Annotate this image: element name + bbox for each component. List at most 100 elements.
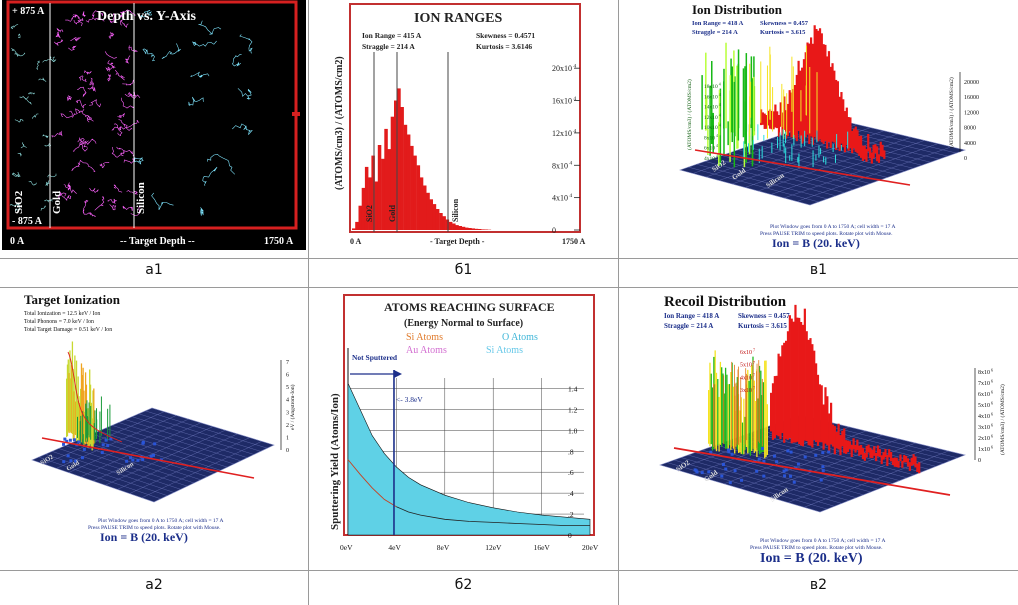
histogram-bars (352, 88, 492, 231)
trajectory (78, 75, 87, 82)
ionization-spike (153, 442, 157, 446)
chart-title: Depth vs. Y-Axis (97, 9, 196, 24)
chart-title: Ion Distribution (692, 2, 783, 17)
ion-spike (815, 28, 818, 140)
trajectory (79, 137, 89, 146)
recoil-spike (789, 474, 793, 478)
trajectory (67, 95, 72, 102)
panel-atoms-reaching-surface: ATOMS REACHING SURFACE (Energy Normal to… (312, 290, 614, 568)
ion-spike (783, 89, 785, 139)
floor-grid-line (80, 422, 201, 477)
trajectory (198, 20, 222, 35)
ion-spike (758, 148, 760, 164)
ion-spike (718, 89, 721, 136)
ion-spike (836, 134, 838, 149)
ion-spike (840, 92, 843, 144)
recoil-spike (771, 383, 775, 440)
y-tick-label: 0 (552, 226, 556, 235)
recoil-spike (788, 315, 791, 438)
ionization-spike (75, 360, 78, 442)
caption-c2: в2 (809, 577, 828, 593)
plot-window-note: Plot Window goes from 0 A to 1750 A; cel… (98, 517, 223, 524)
recoil-spike (717, 379, 719, 446)
ion-spike (840, 145, 842, 151)
ion-spike (823, 156, 825, 163)
ion-spike (769, 54, 771, 120)
right-tick-label: 5 (286, 385, 289, 391)
recoil-spike (752, 360, 754, 449)
ion-spike (749, 63, 751, 136)
histogram-bar (410, 145, 414, 230)
floor-grid-line (44, 411, 165, 465)
recoil-spike (740, 397, 742, 454)
right-axis-label: (ATOMS/cm3) / (ATOMS/cm2) (948, 77, 955, 148)
right-axis-label: eV / (Angstrom-Ion) (289, 384, 296, 430)
recoil-spike (821, 469, 825, 473)
recoil-spike (821, 451, 825, 455)
ion-trajectories (9, 9, 253, 217)
trajectory (70, 37, 81, 42)
trajectory (142, 48, 156, 62)
recoil-spike (869, 447, 872, 458)
ion-spike (838, 96, 841, 152)
ionization-spike (79, 421, 81, 436)
trajectory (18, 33, 21, 39)
ion-spike (836, 81, 839, 148)
histogram-bar (435, 209, 440, 230)
ionization-spike (99, 411, 101, 444)
x-tick-label: 20eV (582, 543, 599, 552)
ion-spike (733, 81, 736, 168)
floor-grid-line (757, 137, 912, 192)
recoil-spike (743, 398, 745, 455)
y-tick-label: .4 (568, 489, 574, 498)
ionization-spike (87, 419, 89, 436)
recoil-spike (891, 458, 895, 466)
ion-spike (806, 42, 809, 135)
ion-label: Ion = B (20. keV) (100, 530, 188, 544)
histogram-bar (474, 228, 479, 230)
recoil-spike (828, 413, 831, 454)
ion-spike (752, 76, 755, 137)
ion-spike (826, 56, 829, 149)
ionization-spike (104, 438, 108, 442)
ion-spike (765, 115, 768, 129)
recoil-spike (754, 400, 757, 452)
trajectory (77, 86, 87, 98)
y-tick-label: 1.2 (568, 405, 578, 414)
recoil-spike (744, 416, 746, 451)
chart-title: ATOMS REACHING SURFACE (384, 300, 555, 314)
recoil-spike (843, 428, 846, 454)
ionization-spike (96, 408, 98, 439)
trajectory (45, 180, 50, 187)
ion-spike (868, 147, 872, 159)
ion-spike (751, 114, 754, 142)
histogram-bar (368, 177, 372, 230)
ion-spike (777, 137, 779, 149)
ion-spike (789, 155, 791, 161)
ionization-spike (80, 363, 83, 443)
chart-title: ION RANGES (414, 11, 503, 26)
trajectory (122, 205, 133, 212)
recoil-spike (756, 371, 757, 448)
recoil-spike (796, 462, 800, 466)
recoil-spike (905, 455, 908, 463)
histogram-bar (458, 226, 462, 230)
recoil-spike (786, 331, 790, 440)
depth-axis (694, 149, 911, 186)
histogram-bar (439, 213, 443, 230)
histogram-bar (394, 100, 398, 230)
left-ticks: 18x10 4 16x10 4 14x10 4 12x10 4 10x10 4 8x10 … (704, 83, 721, 162)
ion-spike (788, 90, 791, 132)
x-left-label: 0 A (350, 237, 362, 246)
stat-straggle: Straggle = 214 A (664, 322, 713, 330)
recoil-spike (755, 469, 759, 473)
ion-spike (763, 134, 765, 141)
recoil-spike (878, 449, 881, 458)
stat-ion-range: Ion Range = 415 A (362, 31, 422, 40)
recoil-spike (736, 377, 738, 450)
ion-spike (827, 51, 831, 143)
right-tick-label: 2x10 6 (978, 433, 993, 442)
recoil-spike (863, 452, 866, 461)
recoil-spike (861, 448, 865, 460)
recoil-spike (908, 462, 911, 471)
